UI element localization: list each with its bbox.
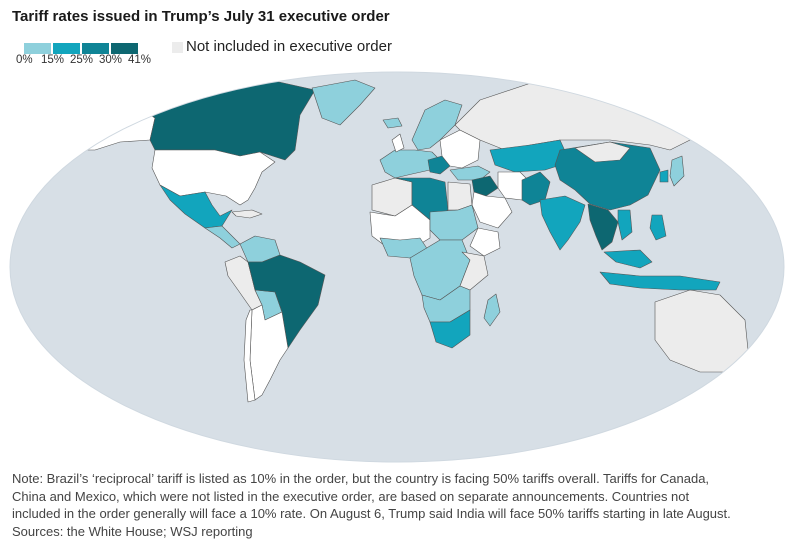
country-greenland (311, 79, 376, 126)
country-south-africa (429, 309, 471, 349)
country-saudi-arabia (471, 191, 513, 229)
country-horn-of-africa (469, 227, 501, 257)
country-south-korea (659, 169, 669, 183)
country-balkans (427, 155, 451, 175)
legend-tick-0: 0% (16, 54, 33, 66)
country-iraq-syria (471, 175, 499, 197)
legend-swatch-25-30 (82, 43, 109, 54)
legend-swatch-not-included (172, 42, 183, 53)
country-vietnam (617, 209, 633, 241)
globe-outline (9, 71, 785, 463)
country-japan (669, 155, 685, 187)
legend-swatch-15-25 (53, 43, 80, 54)
chart-title: Tariff rates issued in Trump’s July 31 e… (12, 8, 390, 25)
country-egypt (447, 181, 473, 211)
country-indonesia (599, 271, 721, 291)
country-mexico (159, 184, 233, 229)
country-brazil (247, 254, 326, 349)
legend-tick-30: 30% (99, 54, 123, 66)
country-philippines (649, 214, 667, 241)
country-madagascar (483, 293, 501, 327)
legend: 0% 15% 25% 30% 41% Not included in execu… (16, 38, 416, 70)
country-turkey (449, 165, 491, 181)
country-myanmar-thailand (587, 203, 619, 251)
country-mongolia (574, 141, 631, 163)
country-india (539, 195, 586, 251)
note-line-3: included in the order generally will fac… (12, 506, 731, 521)
legend-swatch-30-41 (111, 43, 138, 54)
country-uk (391, 133, 405, 153)
country-new-zealand (741, 353, 763, 385)
country-malaysia (603, 249, 653, 269)
legend-not-included-label: Not included in executive order (186, 38, 392, 55)
note-line-1: Note: Brazil’s ‘reciprocal’ tariff is li… (12, 471, 710, 486)
country-iceland (382, 117, 403, 129)
country-sudan (429, 204, 479, 241)
note-line-2: China and Mexico, which were not listed … (12, 488, 690, 504)
legend-tick-25: 25% (70, 54, 94, 66)
country-chile (243, 309, 256, 403)
legend-swatch-0-15 (24, 43, 51, 54)
sources-line: Sources: the White House; WSJ reporting (12, 523, 253, 539)
world-map (9, 71, 785, 463)
country-china (554, 141, 661, 211)
legend-tick-41: 41% (128, 54, 152, 66)
country-caribbean (231, 209, 263, 219)
legend-tick-15: 15% (41, 54, 65, 66)
footnote: Note: Brazil’s ‘reciprocal’ tariff is li… (12, 470, 787, 540)
